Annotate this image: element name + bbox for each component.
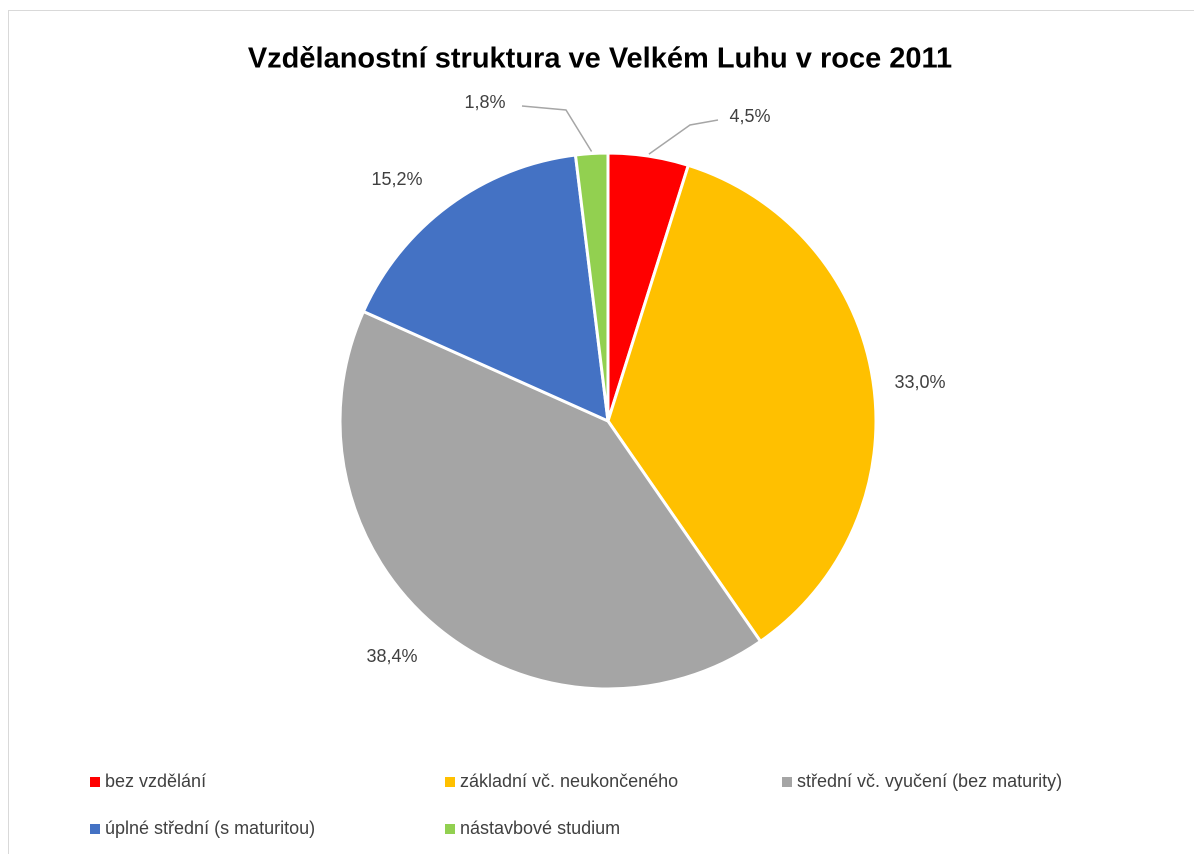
data-label: 15,2% <box>371 169 422 189</box>
legend-label: základní vč. neukončeného <box>460 771 678 791</box>
legend-swatch <box>90 777 100 787</box>
data-label: 38,4% <box>366 646 417 666</box>
legend-label: střední vč. vyučení (bez maturity) <box>797 771 1062 791</box>
pie-slice <box>573 151 610 422</box>
legend-swatch <box>445 824 455 834</box>
data-label: 1,8% <box>464 92 505 112</box>
pie-slice <box>606 163 878 644</box>
legend-swatch <box>445 777 455 787</box>
data-label: 33,0% <box>894 372 945 392</box>
pie-slice <box>338 309 763 691</box>
legend-label: bez vzdělání <box>105 771 206 791</box>
data-label: 4,5% <box>729 106 770 126</box>
leader-line <box>521 105 593 152</box>
chart-title: Vzdělanostní struktura ve Velkém Luhu v … <box>248 43 952 75</box>
leader-line <box>648 119 719 155</box>
legend-swatch <box>782 777 792 787</box>
pie-slice <box>361 153 610 424</box>
legend-swatch <box>90 824 100 834</box>
legend-label: úplné střední (s maturitou) <box>105 818 315 838</box>
legend-label: nástavbové studium <box>460 818 620 838</box>
